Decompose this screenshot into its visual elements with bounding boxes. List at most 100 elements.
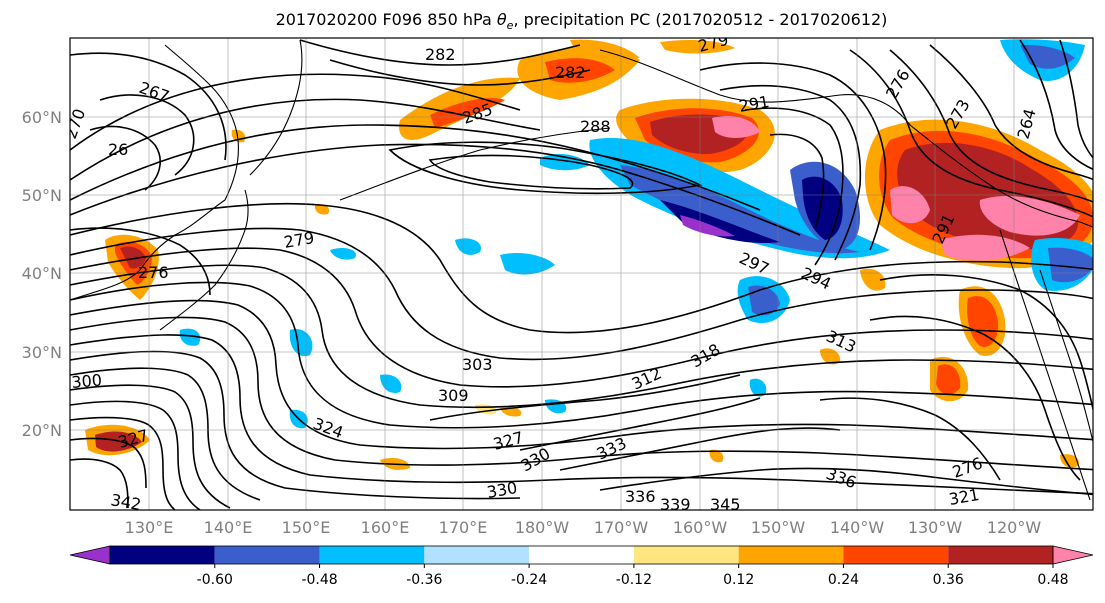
precip-patch <box>1048 247 1093 283</box>
contour-line <box>719 84 862 261</box>
contour-line <box>519 397 761 451</box>
contour-line <box>99 94 195 176</box>
lon-label-130e: 130°E <box>125 518 174 537</box>
colorbar-tick-label: 0.48 <box>1037 572 1068 588</box>
map-frame <box>69 37 1094 511</box>
precip-patch <box>749 378 767 397</box>
precip-patch <box>940 234 1030 261</box>
precip-patch <box>380 374 402 394</box>
lon-label-180w: 180°W <box>515 518 570 537</box>
precip-patch <box>500 253 555 275</box>
contour-label: 324 <box>311 414 346 442</box>
contour-line <box>70 281 1093 429</box>
colorbar-frame <box>109 545 1054 565</box>
coastline-na-inland <box>1039 269 1093 444</box>
precip-patch <box>545 399 567 414</box>
contour-label: 276 <box>138 263 169 282</box>
contour-label: 26 <box>108 140 128 159</box>
coastline-kamchatka <box>249 39 303 176</box>
precip-patch <box>620 165 860 254</box>
contour-label: 309 <box>438 386 469 405</box>
precip-patch <box>289 329 313 357</box>
contour-label: 321 <box>947 485 980 509</box>
precip-patch <box>540 154 590 171</box>
contour-line <box>70 367 261 501</box>
colorbar-swatch <box>319 546 425 564</box>
precip-patch <box>330 247 356 260</box>
lon-label-170e: 170°E <box>439 518 488 537</box>
coastline-aleutians <box>339 127 611 201</box>
contour-line <box>428 154 634 190</box>
contour-label: 282 <box>555 63 586 82</box>
colorbar <box>69 545 1094 568</box>
contour-label: 270 <box>61 106 89 141</box>
colorbar-tick-label: -0.48 <box>301 572 337 588</box>
lon-label-130w: 130°W <box>908 518 963 537</box>
colorbar-swatch <box>110 546 215 564</box>
precip-patch <box>748 285 780 316</box>
lat-label-20n: 20°N <box>22 421 62 440</box>
contour-line <box>1059 39 1093 159</box>
coastlines <box>70 39 1093 501</box>
lat-label-40n: 40°N <box>22 264 62 283</box>
precip-patch <box>979 195 1080 236</box>
contour-line <box>70 52 227 161</box>
contour-line <box>929 44 1093 181</box>
contour-line <box>70 264 1093 409</box>
precip-patch <box>314 204 330 215</box>
contour-line <box>70 247 1093 388</box>
precip-patch <box>660 40 735 54</box>
contour-line <box>70 124 761 211</box>
contour-label: 303 <box>462 355 493 374</box>
lon-label-140w: 140°W <box>830 518 885 537</box>
contour-line <box>559 427 841 471</box>
colorbar-swatch <box>738 546 844 564</box>
colorbar-tick-label: -0.12 <box>616 572 652 588</box>
contour-label: 279 <box>282 228 315 252</box>
precip-patch <box>860 268 886 291</box>
graticule <box>70 38 1093 510</box>
coastline-na-west <box>999 229 1091 501</box>
precip-patch <box>802 176 843 240</box>
contour-label: 282 <box>425 45 456 64</box>
contour-label: 264 <box>1014 107 1040 141</box>
colorbar-swatch <box>633 546 739 564</box>
contour-line <box>70 299 1093 450</box>
contour-label: 330 <box>518 444 554 476</box>
theta-e-contours <box>70 39 1093 510</box>
contour-line <box>879 274 1093 413</box>
colorbar-tick-label: -0.36 <box>406 572 442 588</box>
colorbar-tick-label: 0.36 <box>933 572 964 588</box>
contour-line <box>329 59 591 86</box>
contour-label: 336 <box>625 487 656 506</box>
contour-label: 300 <box>71 370 103 392</box>
colorbar-swatch <box>424 546 530 564</box>
contour-line <box>429 374 741 421</box>
coastline-asia <box>70 44 239 301</box>
contour-line <box>70 350 521 500</box>
contour-line <box>70 316 1093 471</box>
colorbar-swatch <box>948 546 1053 564</box>
precip-patch <box>570 39 640 59</box>
precip-patch <box>680 215 735 237</box>
contour-line <box>70 73 521 151</box>
precipitation-shading <box>85 39 1093 470</box>
lat-label-50n: 50°N <box>22 186 62 205</box>
lon-label-150w: 150°W <box>751 518 806 537</box>
contour-line <box>70 458 129 509</box>
contour-label: 297 <box>736 248 772 278</box>
precip-patch <box>475 404 497 415</box>
contour-label: 291 <box>737 92 770 116</box>
precip-patch <box>660 200 780 244</box>
latitude-labels: 60°N 50°N 40°N 30°N 20°N <box>22 108 62 440</box>
contour-label: 342 <box>109 490 142 514</box>
contour-label: 267 <box>137 78 172 106</box>
lon-label-160e: 160°E <box>361 518 410 537</box>
lon-label-150e: 150°E <box>282 518 331 537</box>
lon-label-140e: 140°E <box>204 518 253 537</box>
contour-line <box>744 107 844 266</box>
contour-labels: 282 279 267 270 26 282 285 288 291 276 2… <box>61 30 1040 514</box>
contour-line <box>869 315 1081 481</box>
contour-label: 279 <box>696 30 730 56</box>
precip-patch <box>120 246 146 269</box>
